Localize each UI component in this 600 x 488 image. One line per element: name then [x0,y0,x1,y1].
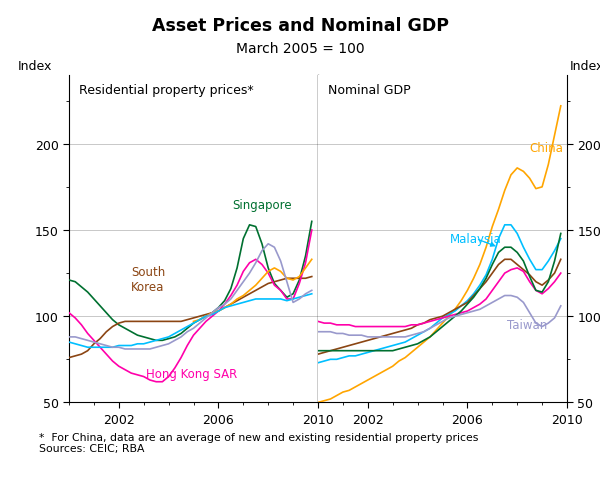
Text: Malaysia: Malaysia [450,233,502,246]
Text: Index: Index [570,60,600,73]
Text: Singapore: Singapore [232,198,292,211]
Text: China: China [530,142,563,154]
Text: Hong Kong SAR: Hong Kong SAR [146,367,238,380]
Text: Residential property prices*: Residential property prices* [79,84,254,97]
Text: Taiwan: Taiwan [507,319,547,332]
Text: *  For China, data are an average of new and existing residential property price: * For China, data are an average of new … [39,432,478,453]
Text: March 2005 = 100: March 2005 = 100 [236,41,364,56]
Text: Nominal GDP: Nominal GDP [328,84,410,97]
Text: South
Korea: South Korea [131,266,166,294]
Text: Asset Prices and Nominal GDP: Asset Prices and Nominal GDP [151,17,449,35]
Text: Index: Index [18,60,52,73]
